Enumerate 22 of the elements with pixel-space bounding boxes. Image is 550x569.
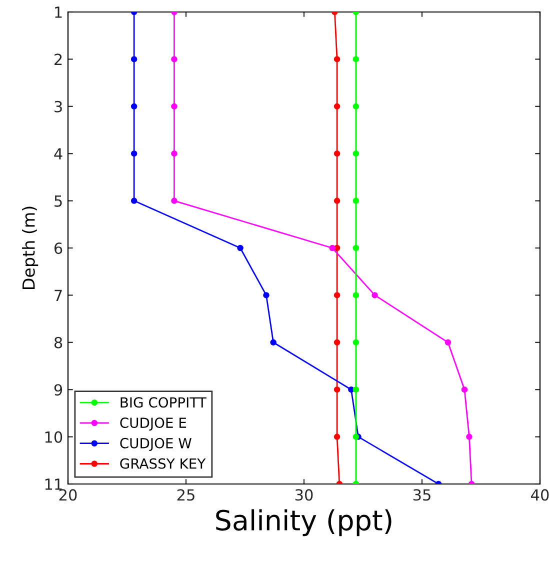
x-tick-label: 35 [413,489,430,501]
y-tick-label: 6 [54,242,62,254]
legend-label: CUDJOE W [120,438,192,452]
y-tick-label: 5 [54,195,62,207]
y-tick-label: 10 [45,431,62,443]
x-tick-label: 25 [177,489,194,501]
y-tick-label: 4 [54,148,62,160]
legend-label: BIG COPPITT [120,397,206,408]
y-axis-title: Depth (m) [22,206,38,290]
y-tick-label: 7 [54,290,62,302]
x-tick-label: 30 [295,489,313,501]
y-tick-label: 1 [55,6,62,18]
legend-label: CUDJOE E [120,418,186,431]
y-tick-label: 9 [54,384,62,396]
y-tick-label: 2 [54,54,62,66]
x-axis-title: Salinity (ppt) [216,509,392,536]
x-tick-label: 40 [531,489,549,501]
legend-label: GRASSY KEY [120,458,206,469]
y-tick-label: 8 [54,336,62,348]
y-tick-label: 11 [45,478,62,490]
x-tick-label: 20 [59,489,77,501]
y-tick-label: 3 [54,100,62,112]
